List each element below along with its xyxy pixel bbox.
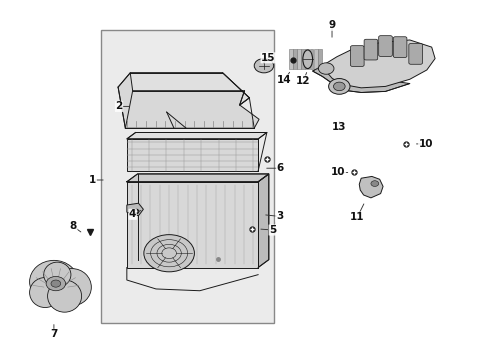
- Circle shape: [46, 276, 65, 291]
- Text: 13: 13: [331, 122, 346, 132]
- FancyBboxPatch shape: [126, 139, 258, 171]
- Polygon shape: [258, 174, 268, 267]
- FancyBboxPatch shape: [313, 49, 317, 69]
- Polygon shape: [126, 203, 143, 216]
- Text: 5: 5: [268, 225, 276, 235]
- Circle shape: [370, 181, 378, 186]
- FancyBboxPatch shape: [301, 49, 305, 69]
- FancyBboxPatch shape: [126, 182, 258, 267]
- Text: 9: 9: [328, 20, 335, 30]
- Circle shape: [318, 63, 333, 74]
- FancyBboxPatch shape: [297, 49, 300, 69]
- Polygon shape: [126, 132, 266, 139]
- Text: 3: 3: [275, 211, 283, 221]
- Ellipse shape: [47, 280, 81, 312]
- FancyBboxPatch shape: [309, 49, 313, 69]
- Text: 8: 8: [70, 221, 77, 231]
- Text: 12: 12: [295, 76, 310, 86]
- Text: 7: 7: [50, 329, 58, 339]
- FancyBboxPatch shape: [305, 49, 309, 69]
- FancyBboxPatch shape: [288, 49, 292, 69]
- Text: 1: 1: [89, 175, 96, 185]
- FancyBboxPatch shape: [292, 49, 296, 69]
- Ellipse shape: [30, 260, 78, 303]
- Ellipse shape: [302, 50, 312, 68]
- Polygon shape: [312, 66, 409, 93]
- Text: 10: 10: [330, 167, 345, 177]
- Circle shape: [333, 82, 345, 91]
- FancyBboxPatch shape: [364, 39, 377, 60]
- FancyBboxPatch shape: [350, 46, 364, 66]
- Polygon shape: [118, 73, 259, 128]
- Text: 15: 15: [261, 53, 275, 63]
- FancyBboxPatch shape: [378, 36, 391, 57]
- Ellipse shape: [43, 262, 71, 287]
- Text: 10: 10: [418, 139, 432, 149]
- FancyBboxPatch shape: [408, 44, 422, 64]
- FancyBboxPatch shape: [101, 30, 273, 323]
- Ellipse shape: [30, 278, 61, 307]
- Polygon shape: [130, 73, 249, 105]
- Circle shape: [254, 59, 273, 73]
- FancyBboxPatch shape: [317, 49, 321, 69]
- Circle shape: [328, 78, 349, 94]
- Polygon shape: [126, 174, 268, 182]
- Polygon shape: [322, 40, 434, 88]
- Circle shape: [143, 235, 194, 272]
- Ellipse shape: [52, 269, 91, 306]
- Text: 4: 4: [129, 209, 136, 219]
- Text: 6: 6: [276, 163, 283, 173]
- Text: 11: 11: [349, 212, 364, 222]
- FancyBboxPatch shape: [392, 37, 406, 58]
- Text: 14: 14: [277, 75, 291, 85]
- Text: 2: 2: [115, 102, 122, 111]
- Circle shape: [51, 280, 61, 287]
- Polygon shape: [359, 176, 382, 198]
